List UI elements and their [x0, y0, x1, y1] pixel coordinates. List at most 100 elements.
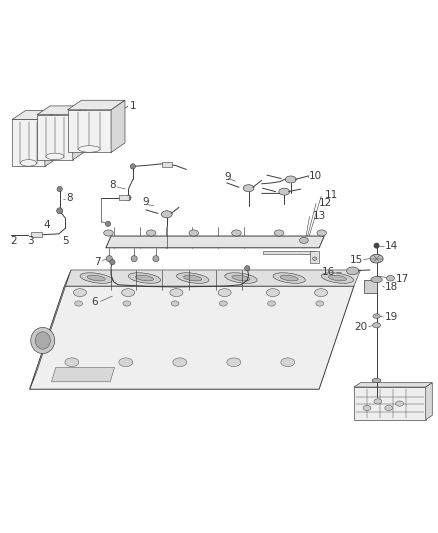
Circle shape	[57, 208, 63, 214]
Text: 16: 16	[322, 266, 335, 277]
Polygon shape	[354, 383, 432, 387]
Text: 1: 1	[130, 101, 136, 111]
Ellipse shape	[279, 188, 290, 195]
Polygon shape	[311, 251, 319, 263]
Ellipse shape	[170, 289, 183, 296]
Polygon shape	[111, 100, 125, 152]
Polygon shape	[64, 270, 360, 286]
Polygon shape	[67, 110, 111, 152]
Text: 20: 20	[355, 321, 368, 332]
Text: 19: 19	[385, 312, 398, 322]
Ellipse shape	[75, 301, 82, 306]
Ellipse shape	[243, 184, 254, 192]
Text: 11: 11	[324, 190, 338, 200]
Ellipse shape	[119, 358, 133, 367]
Ellipse shape	[314, 289, 328, 296]
Ellipse shape	[65, 358, 79, 367]
Ellipse shape	[189, 230, 198, 236]
Ellipse shape	[313, 257, 317, 261]
Circle shape	[131, 256, 137, 262]
Text: 2: 2	[10, 236, 17, 246]
Ellipse shape	[300, 237, 308, 244]
Ellipse shape	[123, 301, 131, 306]
Ellipse shape	[396, 401, 403, 406]
Text: 8: 8	[66, 193, 73, 203]
Circle shape	[57, 187, 62, 192]
Ellipse shape	[21, 160, 37, 166]
Ellipse shape	[35, 332, 50, 349]
Ellipse shape	[321, 273, 353, 284]
Ellipse shape	[177, 273, 209, 284]
Bar	[162, 161, 172, 167]
Text: 9: 9	[143, 197, 149, 207]
Ellipse shape	[371, 277, 382, 282]
Ellipse shape	[266, 289, 279, 296]
Ellipse shape	[46, 153, 64, 160]
Ellipse shape	[280, 275, 298, 281]
Ellipse shape	[78, 146, 100, 152]
Polygon shape	[45, 111, 58, 166]
Ellipse shape	[80, 273, 113, 284]
Ellipse shape	[171, 301, 179, 306]
Polygon shape	[30, 286, 354, 389]
Polygon shape	[354, 387, 426, 419]
Ellipse shape	[135, 275, 154, 281]
Ellipse shape	[218, 289, 231, 296]
Ellipse shape	[225, 273, 257, 284]
Ellipse shape	[346, 267, 359, 275]
Text: 3: 3	[27, 236, 34, 246]
Ellipse shape	[161, 211, 172, 218]
Ellipse shape	[227, 358, 241, 367]
Ellipse shape	[328, 275, 346, 281]
Circle shape	[106, 256, 113, 262]
Ellipse shape	[74, 289, 86, 296]
Ellipse shape	[232, 230, 241, 236]
Polygon shape	[30, 270, 71, 389]
Ellipse shape	[31, 327, 55, 353]
Ellipse shape	[316, 301, 324, 306]
Ellipse shape	[281, 358, 295, 367]
Text: 10: 10	[309, 171, 322, 181]
Ellipse shape	[232, 275, 250, 281]
Ellipse shape	[374, 399, 382, 404]
Bar	[364, 279, 377, 293]
Ellipse shape	[387, 276, 394, 281]
Ellipse shape	[286, 176, 296, 183]
Polygon shape	[37, 106, 86, 115]
Circle shape	[153, 256, 159, 262]
Text: 5: 5	[62, 236, 69, 246]
Ellipse shape	[128, 273, 161, 284]
Ellipse shape	[273, 273, 305, 284]
Circle shape	[245, 265, 250, 271]
Text: 7: 7	[94, 257, 100, 267]
Text: 17: 17	[396, 273, 409, 284]
Polygon shape	[51, 367, 115, 382]
Polygon shape	[37, 115, 73, 160]
Bar	[119, 195, 129, 200]
Ellipse shape	[372, 378, 381, 383]
Circle shape	[106, 221, 111, 227]
Text: 4: 4	[43, 220, 50, 230]
Ellipse shape	[317, 230, 326, 236]
Ellipse shape	[219, 301, 227, 306]
Ellipse shape	[274, 230, 284, 236]
Bar	[31, 232, 42, 237]
Ellipse shape	[87, 275, 105, 281]
Ellipse shape	[268, 301, 276, 306]
Circle shape	[110, 260, 115, 265]
Ellipse shape	[373, 322, 381, 328]
Ellipse shape	[173, 358, 187, 367]
Text: 15: 15	[350, 255, 363, 264]
Ellipse shape	[370, 254, 383, 263]
Text: 6: 6	[92, 297, 98, 307]
Ellipse shape	[104, 230, 113, 236]
Ellipse shape	[363, 405, 371, 410]
Circle shape	[374, 243, 379, 248]
Polygon shape	[426, 383, 432, 419]
Ellipse shape	[184, 275, 202, 281]
Text: 13: 13	[313, 212, 326, 221]
Text: 12: 12	[319, 198, 332, 208]
Text: 8: 8	[109, 180, 116, 190]
Text: 18: 18	[385, 282, 399, 293]
Polygon shape	[12, 111, 58, 119]
